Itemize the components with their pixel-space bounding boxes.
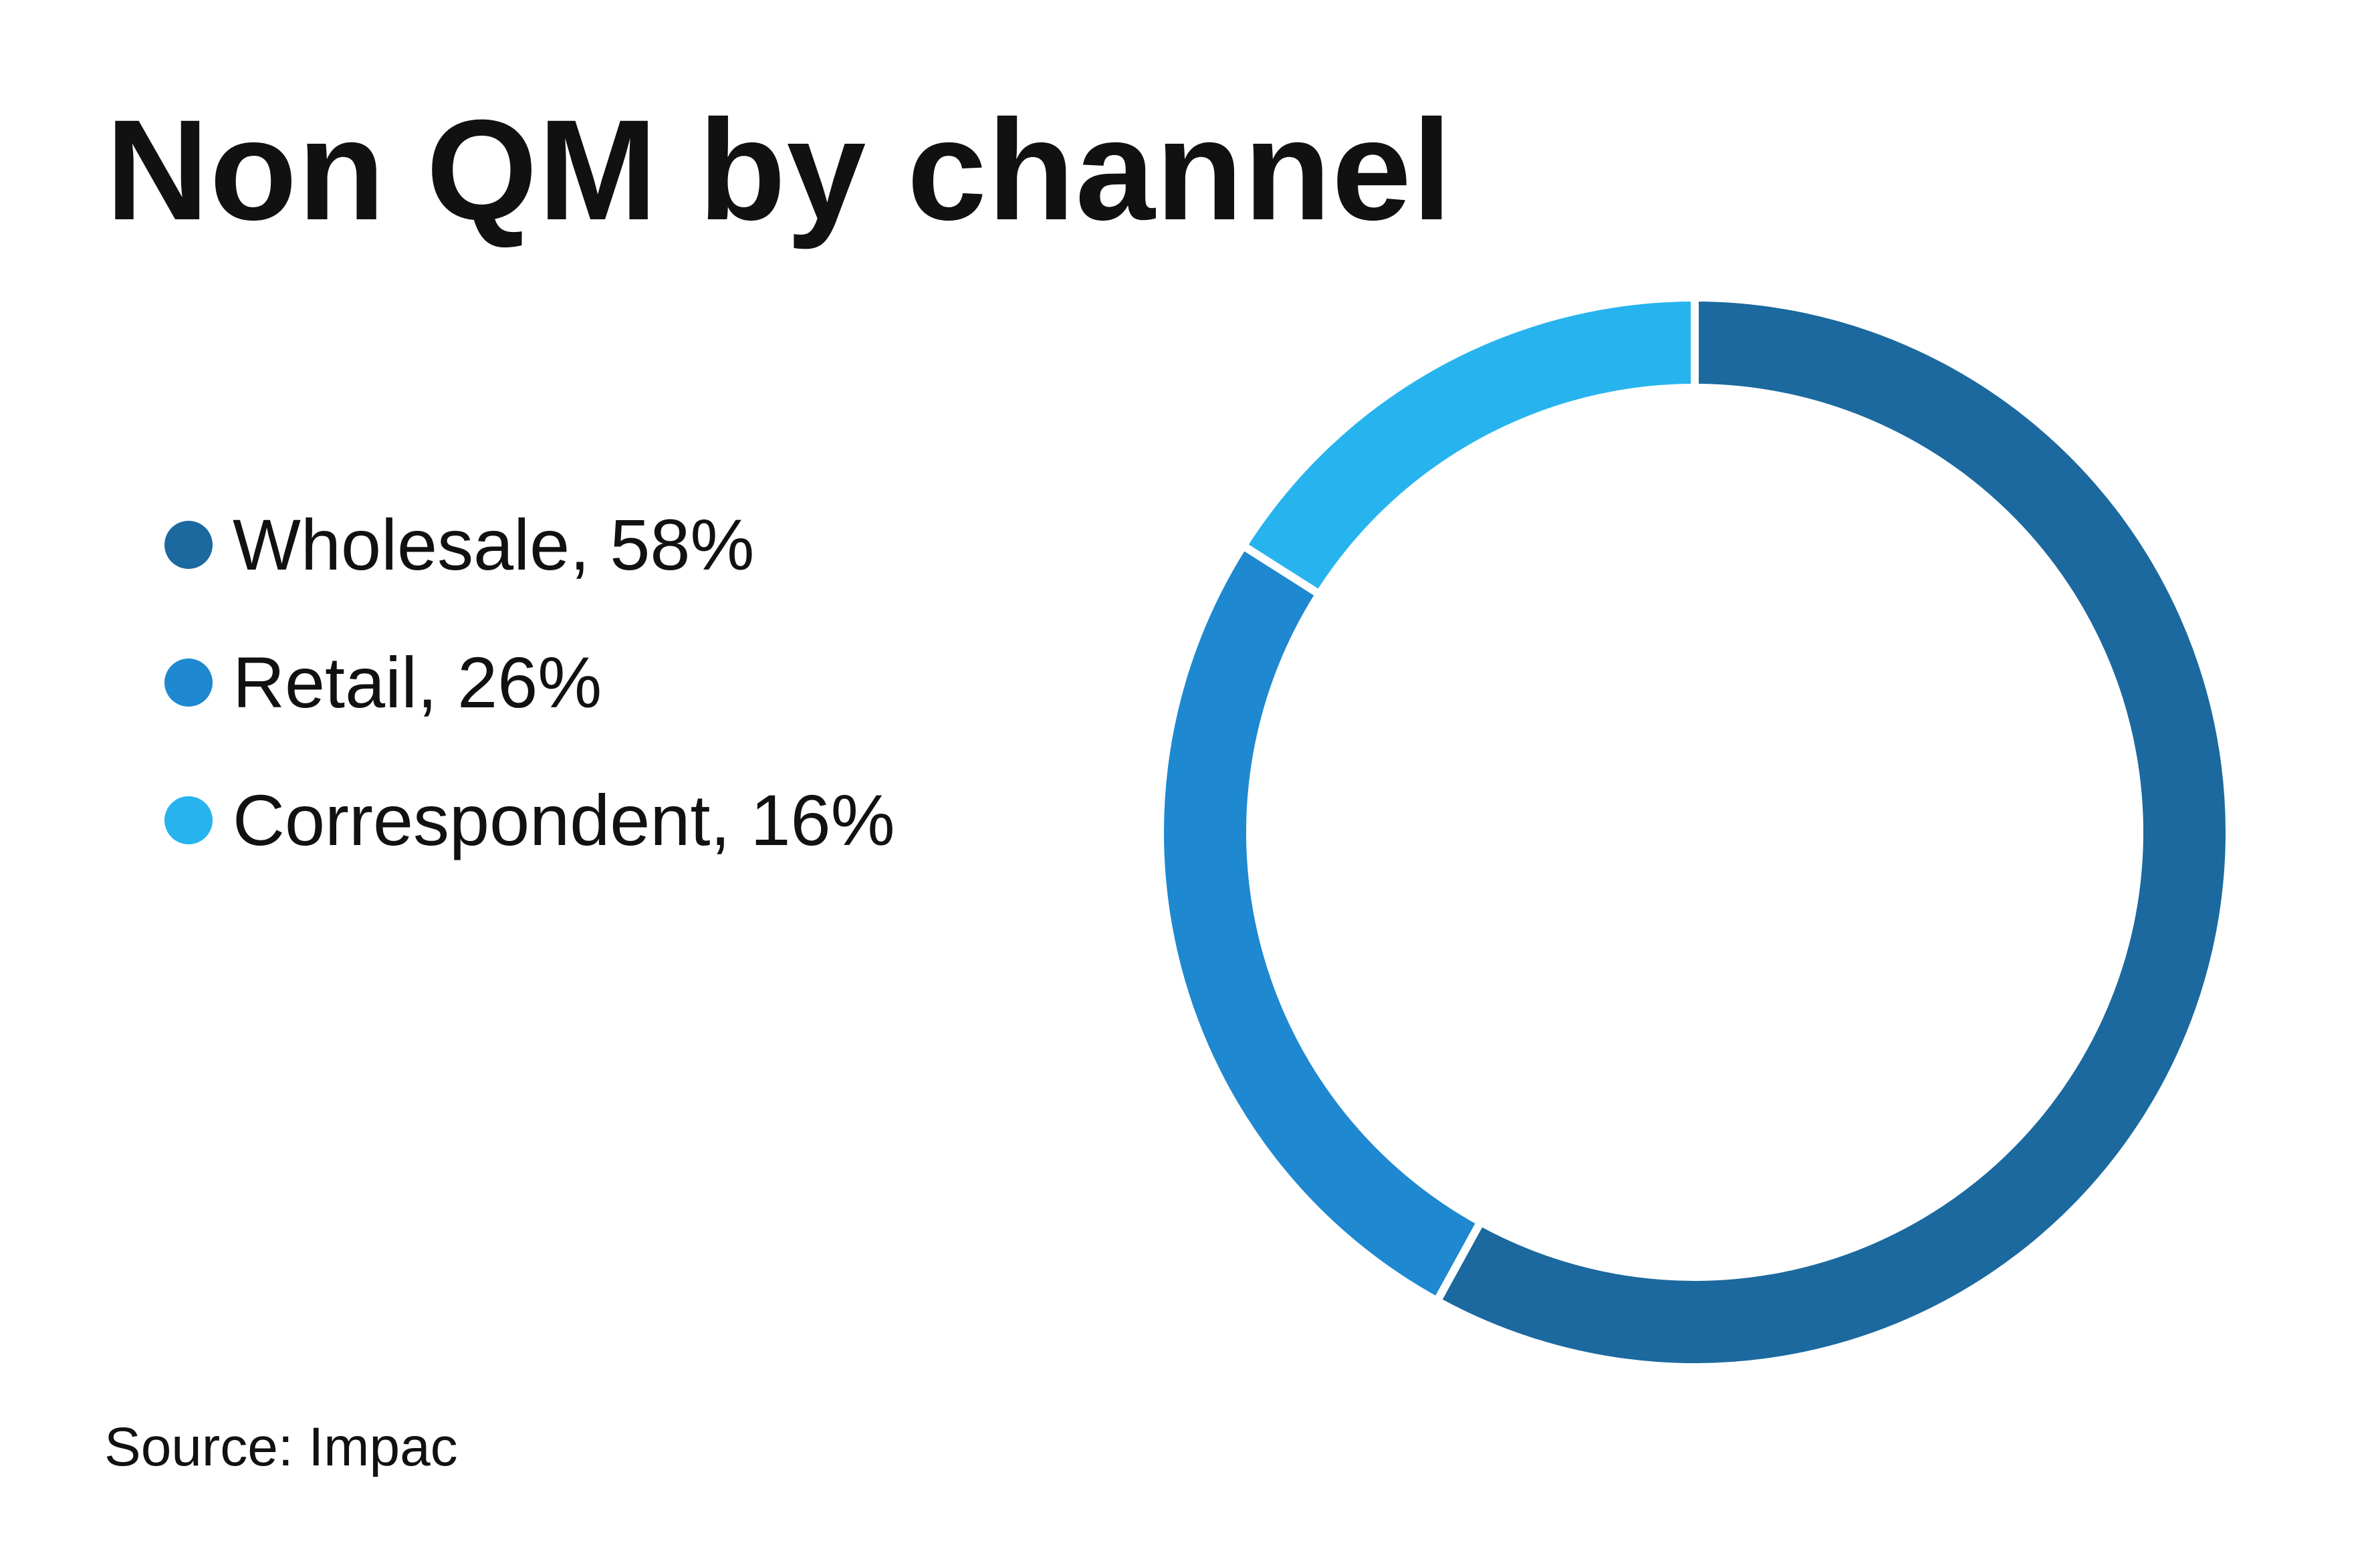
legend-label-wholesale: Wholesale, 58%	[233, 504, 755, 585]
legend-swatch-correspondent	[164, 796, 213, 844]
legend-swatch-retail	[164, 659, 213, 707]
chart-title: Non QM by channel	[106, 90, 1453, 250]
legend-item-correspondent: Correspondent, 16%	[164, 751, 895, 889]
legend-item-wholesale: Wholesale, 58%	[164, 476, 895, 614]
donut-slice-correspondent	[1237, 293, 1699, 600]
legend-label-correspondent: Correspondent, 16%	[233, 780, 895, 860]
legend-swatch-wholesale	[164, 521, 213, 569]
chart-legend: Wholesale, 58% Retail, 26% Correspondent…	[164, 476, 895, 889]
source-note: Source: Impac	[104, 1417, 458, 1477]
donut-slice-wholesale	[1431, 293, 2234, 1371]
donut-slice-retail	[1156, 540, 1486, 1307]
legend-item-retail: Retail, 26%	[164, 614, 895, 751]
legend-label-retail: Retail, 26%	[233, 642, 602, 723]
donut-chart	[1156, 293, 2234, 1371]
